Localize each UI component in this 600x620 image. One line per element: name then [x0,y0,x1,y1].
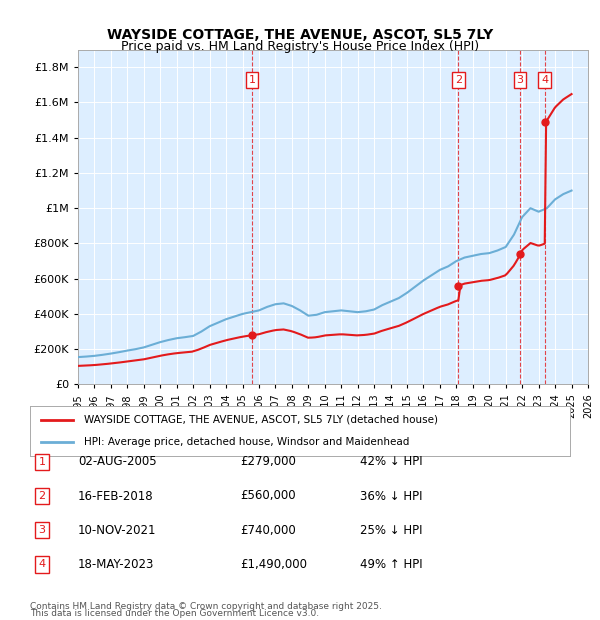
Text: 3: 3 [517,75,523,85]
Point [515,249,524,259]
Text: Contains HM Land Registry data © Crown copyright and database right 2025.: Contains HM Land Registry data © Crown c… [30,601,382,611]
Text: £1,490,000: £1,490,000 [240,558,307,570]
Point [247,330,257,340]
Point [454,281,463,291]
Text: 2: 2 [455,75,462,85]
Text: 02-AUG-2005: 02-AUG-2005 [78,456,157,468]
Text: Price paid vs. HM Land Registry's House Price Index (HPI): Price paid vs. HM Land Registry's House … [121,40,479,53]
Text: 16-FEB-2018: 16-FEB-2018 [78,490,154,502]
Text: £560,000: £560,000 [240,490,296,502]
Text: 1: 1 [38,457,46,467]
Point [540,117,550,127]
Text: 49% ↑ HPI: 49% ↑ HPI [360,558,422,570]
Text: 10-NOV-2021: 10-NOV-2021 [78,524,157,536]
Text: 1: 1 [248,75,256,85]
Text: 36% ↓ HPI: 36% ↓ HPI [360,490,422,502]
Text: 4: 4 [541,75,548,85]
Text: 3: 3 [38,525,46,535]
Text: 2: 2 [38,491,46,501]
Text: HPI: Average price, detached house, Windsor and Maidenhead: HPI: Average price, detached house, Wind… [84,437,409,447]
Text: 25% ↓ HPI: 25% ↓ HPI [360,524,422,536]
Text: WAYSIDE COTTAGE, THE AVENUE, ASCOT, SL5 7LY (detached house): WAYSIDE COTTAGE, THE AVENUE, ASCOT, SL5 … [84,415,438,425]
Text: 4: 4 [38,559,46,569]
Text: 42% ↓ HPI: 42% ↓ HPI [360,456,422,468]
Text: £740,000: £740,000 [240,524,296,536]
Text: This data is licensed under the Open Government Licence v3.0.: This data is licensed under the Open Gov… [30,608,319,618]
Text: WAYSIDE COTTAGE, THE AVENUE, ASCOT, SL5 7LY: WAYSIDE COTTAGE, THE AVENUE, ASCOT, SL5 … [107,28,493,42]
Text: £279,000: £279,000 [240,456,296,468]
Text: 18-MAY-2023: 18-MAY-2023 [78,558,154,570]
